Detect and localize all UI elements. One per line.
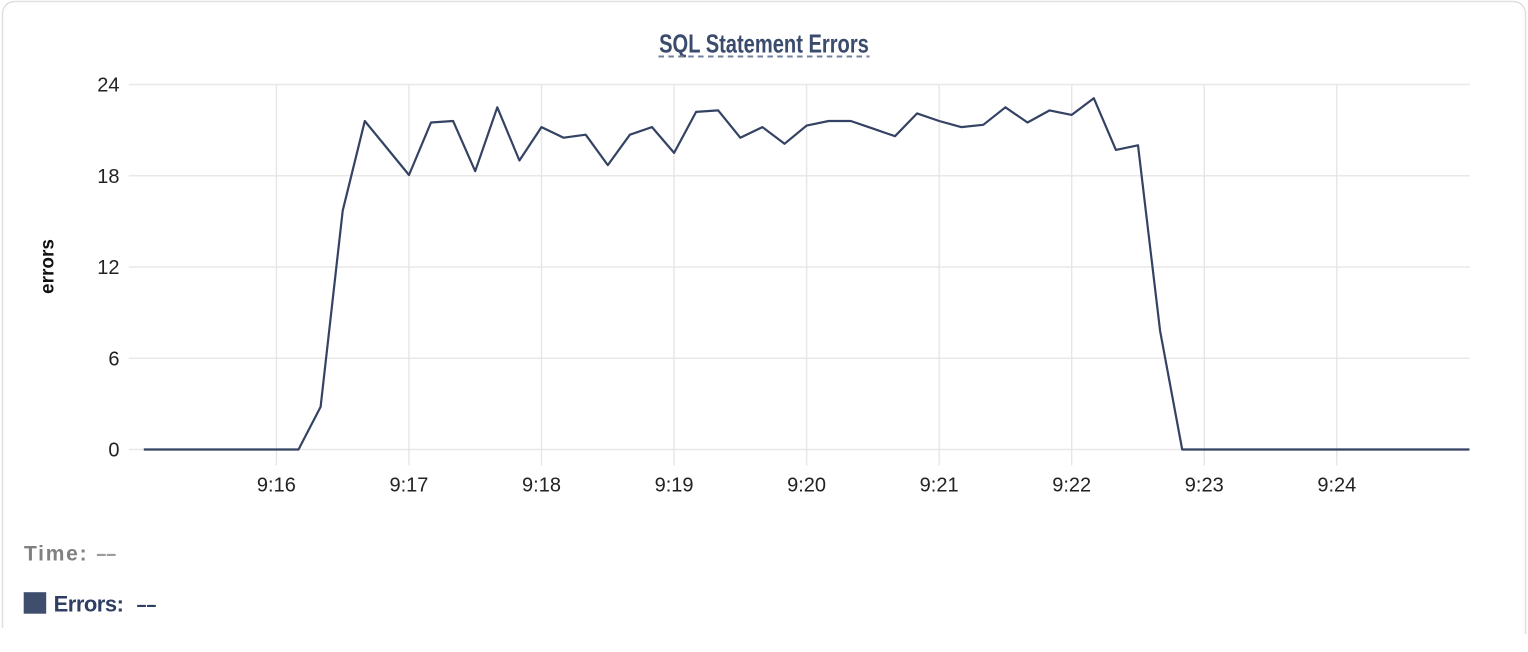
svg-text:Time:: Time: xyxy=(24,543,87,566)
svg-text:24: 24 xyxy=(97,75,119,97)
svg-text:––: –– xyxy=(96,543,116,566)
svg-text:9:24: 9:24 xyxy=(1317,474,1356,496)
svg-text:9:22: 9:22 xyxy=(1052,474,1091,496)
svg-text:––: –– xyxy=(137,593,157,616)
svg-text:0: 0 xyxy=(108,440,119,462)
svg-text:9:21: 9:21 xyxy=(920,474,959,496)
svg-text:9:16: 9:16 xyxy=(257,474,296,496)
svg-text:SQL Statement Errors: SQL Statement Errors xyxy=(659,28,869,58)
svg-text:6: 6 xyxy=(108,348,119,370)
svg-text:errors: errors xyxy=(38,239,59,294)
svg-text:9:18: 9:18 xyxy=(522,474,561,496)
svg-text:Errors:: Errors: xyxy=(54,591,124,616)
svg-text:9:17: 9:17 xyxy=(389,474,428,496)
svg-text:9:20: 9:20 xyxy=(787,474,826,496)
svg-text:18: 18 xyxy=(97,166,119,188)
svg-text:12: 12 xyxy=(97,257,119,279)
svg-text:9:19: 9:19 xyxy=(655,474,694,496)
svg-text:9:23: 9:23 xyxy=(1185,474,1224,496)
